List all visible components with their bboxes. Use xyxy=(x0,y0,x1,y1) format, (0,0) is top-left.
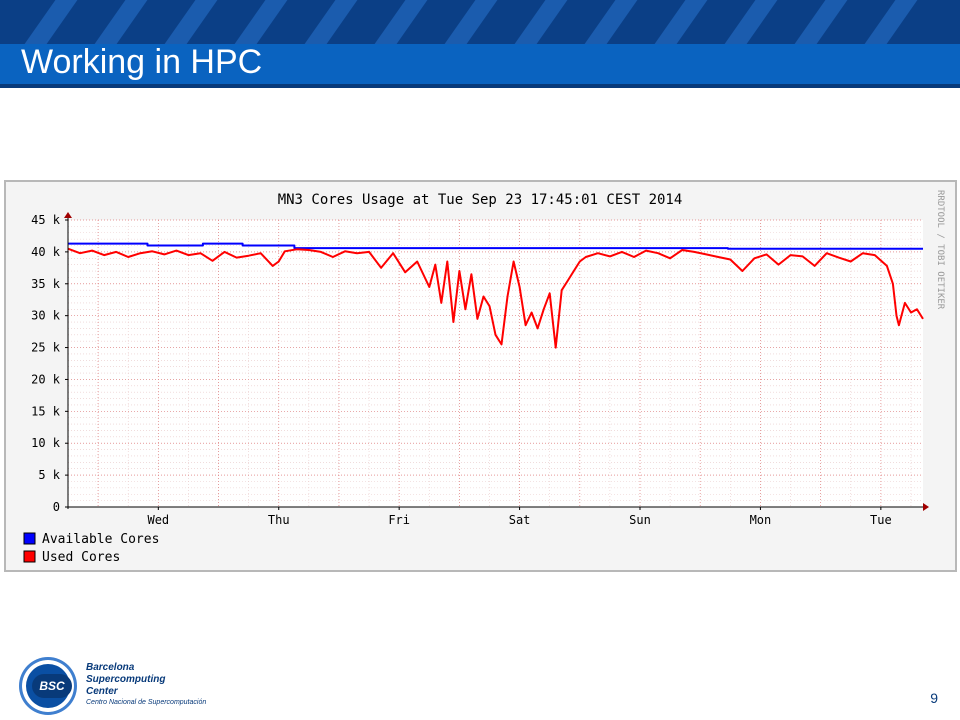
plot-area xyxy=(68,220,923,507)
x-axis-arrow xyxy=(923,503,929,511)
y-tick-label: 5 k xyxy=(38,468,60,482)
logo-line-3: Center xyxy=(86,686,118,697)
y-axis-arrow xyxy=(64,212,72,218)
y-tick-label: 10 k xyxy=(31,436,61,450)
logo-line-1: Barcelona xyxy=(86,662,135,673)
bsc-logo: BSC Barcelona Supercomputing Center Cent… xyxy=(22,660,262,712)
y-tick-label: 30 k xyxy=(31,309,61,323)
x-tick-label: Sat xyxy=(509,513,531,527)
x-tick-label: Wed xyxy=(147,513,169,527)
series-line-used-cores xyxy=(67,247,924,349)
legend-label-available: Available Cores xyxy=(42,532,159,547)
y-tick-label: 40 k xyxy=(31,245,61,259)
chart-title: MN3 Cores Usage at Tue Sep 23 17:45:01 C… xyxy=(278,192,683,208)
bsc-logo-emblem: BSC xyxy=(22,660,74,712)
page-number: 9 xyxy=(930,690,938,706)
y-tick-label: 35 k xyxy=(31,277,61,291)
slide-title: Working in HPC xyxy=(21,43,263,81)
x-tick-label: Thu xyxy=(268,513,290,527)
logo-subtitle: Centro Nacional de Supercomputación xyxy=(86,699,207,706)
legend-swatch-used xyxy=(23,550,36,563)
slide-header xyxy=(0,0,960,88)
y-tick-label: 25 k xyxy=(31,341,61,355)
chart-frame: 0 5 k 10 k 15 k 20 k 25 k 30 k 35 k 40 k 45 k Wed… xyxy=(4,180,957,572)
y-tick-label: 0 xyxy=(53,500,60,514)
header-rule xyxy=(0,84,960,88)
series-line-available-cores xyxy=(68,242,923,250)
header-title-bar xyxy=(0,44,960,84)
logo-line-2: Supercomputing xyxy=(86,674,166,685)
cores-usage-chart: 0 5 k 10 k 15 k 20 k 25 k 30 k 35 k 40 k 45 k Wed… xyxy=(23,190,945,565)
y-tick-label: 45 k xyxy=(31,213,61,227)
bsc-logo-badge: BSC xyxy=(32,674,72,698)
y-tick-labels: 0 5 k 10 k 15 k 20 k 25 k 30 k 35 k 40 k 45 k xyxy=(31,213,68,514)
x-tick-label: Sun xyxy=(629,513,651,527)
x-tick-label: Fri xyxy=(388,513,410,527)
y-tick-label: 20 k xyxy=(31,372,61,386)
rrdtool-watermark: RRDTOOL / TOBI OETIKER xyxy=(935,190,945,310)
legend-label-used: Used Cores xyxy=(42,550,120,565)
x-tick-labels: Wed Thu Fri Sat Sun Mon Tue xyxy=(147,507,892,527)
y-tick-label: 15 k xyxy=(31,404,61,418)
series-layer xyxy=(67,242,924,349)
legend-swatch-available xyxy=(23,532,36,545)
x-tick-label: Tue xyxy=(870,513,892,527)
x-tick-label: Mon xyxy=(750,513,772,527)
